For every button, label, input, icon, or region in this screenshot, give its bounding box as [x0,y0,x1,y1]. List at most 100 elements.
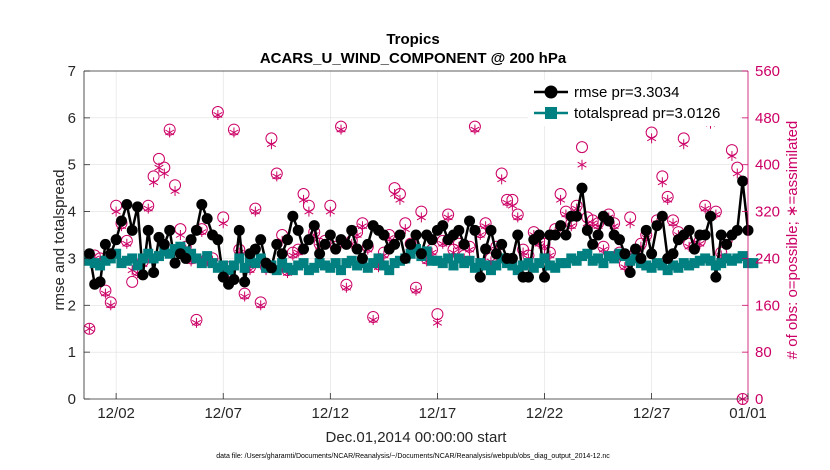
totalspread-point [389,258,400,269]
totalspread-point [143,248,154,259]
rmse-point [512,229,524,241]
rmse-point [142,224,154,236]
rmse-point [630,243,642,255]
totalspread-point [485,265,496,276]
totalspread-point [673,262,684,273]
totalspread-point [534,258,545,269]
totalspread-point [352,260,363,271]
obs-assimilated-marker [368,314,378,325]
rmse-point [303,234,315,246]
asterisk-stroke [357,223,368,230]
y-ticks-right: 0 80 160 240 320 400 480 560 [742,63,780,408]
obs-assimilated-marker [250,206,260,217]
totalspread-point [689,258,700,269]
x-tick-label: 01/01 [729,405,767,422]
totalspread-point [196,258,207,269]
rmse-point [158,238,170,250]
asterisk-stroke [625,220,635,227]
asterisk-stroke [250,208,260,215]
obs-assimilated-marker [325,206,335,217]
y-tick-label: 4 [68,204,76,221]
rmse-point [340,238,352,250]
rmse-point [265,262,277,274]
asterisk-stroke [170,188,180,195]
asterisk-stroke [240,293,250,300]
rmse-point [576,182,588,194]
obs-assimilated-marker [732,168,742,179]
x-tick-label: 12/22 [526,405,564,422]
obs-assimilated-marker [700,203,710,214]
rmse-point [635,252,647,264]
rmse-point [415,248,427,260]
rmse-point [196,199,208,211]
totalspread-point [641,260,652,271]
totalspread-point [507,260,518,271]
totalspread-point [293,260,304,271]
totalspread-point [421,246,432,257]
totalspread-point [378,260,389,271]
obs-assimilated-marker [256,300,266,311]
obs-assimilated-marker [111,206,121,217]
obs-assimilated-marker [175,230,185,240]
totalspread-point [277,258,288,269]
totalspread-point [448,260,459,271]
obs-assimilated-marker [647,133,657,144]
obs-assimilated-marker [159,168,169,179]
rmse-point [276,248,288,260]
rmse-point [699,229,711,241]
rmse-point [549,229,561,241]
totalspread-point [212,262,223,273]
obs-assimilated-marker [170,186,180,197]
rmse-point [490,248,502,260]
rmse-point [533,229,545,241]
rmse-point [190,224,202,236]
rmse-point [705,210,717,222]
totalspread-point [603,251,614,262]
totalspread-point [207,258,218,269]
obs-assimilated-marker [668,218,678,229]
x-ticks: 12/02 12/07 12/12 12/17 12/22 12/27 01/01 [97,393,767,422]
rmse-point [115,215,127,227]
totalspread-point [528,262,539,273]
legend-totalspread-marker [545,107,557,119]
asterisk-stroke [143,205,153,212]
legend-rmse-marker [544,85,558,99]
y-tick-label: 0 [68,391,76,408]
totalspread-point [245,255,255,266]
rmse-point [356,252,368,264]
totalspread-point [309,262,320,273]
obs-assimilated-marker [432,317,443,328]
totalspread-point [651,258,662,269]
y-tick-label-right: 560 [755,63,780,80]
asterisk-stroke [668,220,678,227]
obs-assimilated-marker [679,139,689,150]
asterisk-stroke [175,232,185,238]
obs-assimilated-marker [336,124,346,135]
totalspread-point [716,258,727,269]
totalspread-point [453,253,464,264]
rmse-point [453,224,465,236]
rmse-point [394,229,406,241]
totalspread-point [662,265,673,276]
asterisk-stroke [464,246,475,253]
obs-assimilated-marker [625,218,635,229]
totalspread-point [443,253,454,264]
asterisk-stroke [266,141,277,148]
totalspread-point [700,253,711,264]
rmse-point [233,224,245,236]
rmse-point [581,224,593,236]
obs-assimilated-marker [513,212,523,223]
y-tick-label: 7 [68,63,76,80]
rmse-point [405,238,417,250]
asterisk-stroke [325,208,335,215]
rmse-point [314,248,326,260]
obs-assimilated-marker [229,127,239,138]
totalspread-point [191,253,202,264]
rmse-point [437,220,449,232]
asterisk-stroke [154,164,164,171]
totalspread-point [721,253,732,264]
asterisk-stroke [502,199,512,206]
asterisk-stroke [481,223,491,230]
totalspread-point [202,251,213,262]
totalspread-point [282,262,293,273]
